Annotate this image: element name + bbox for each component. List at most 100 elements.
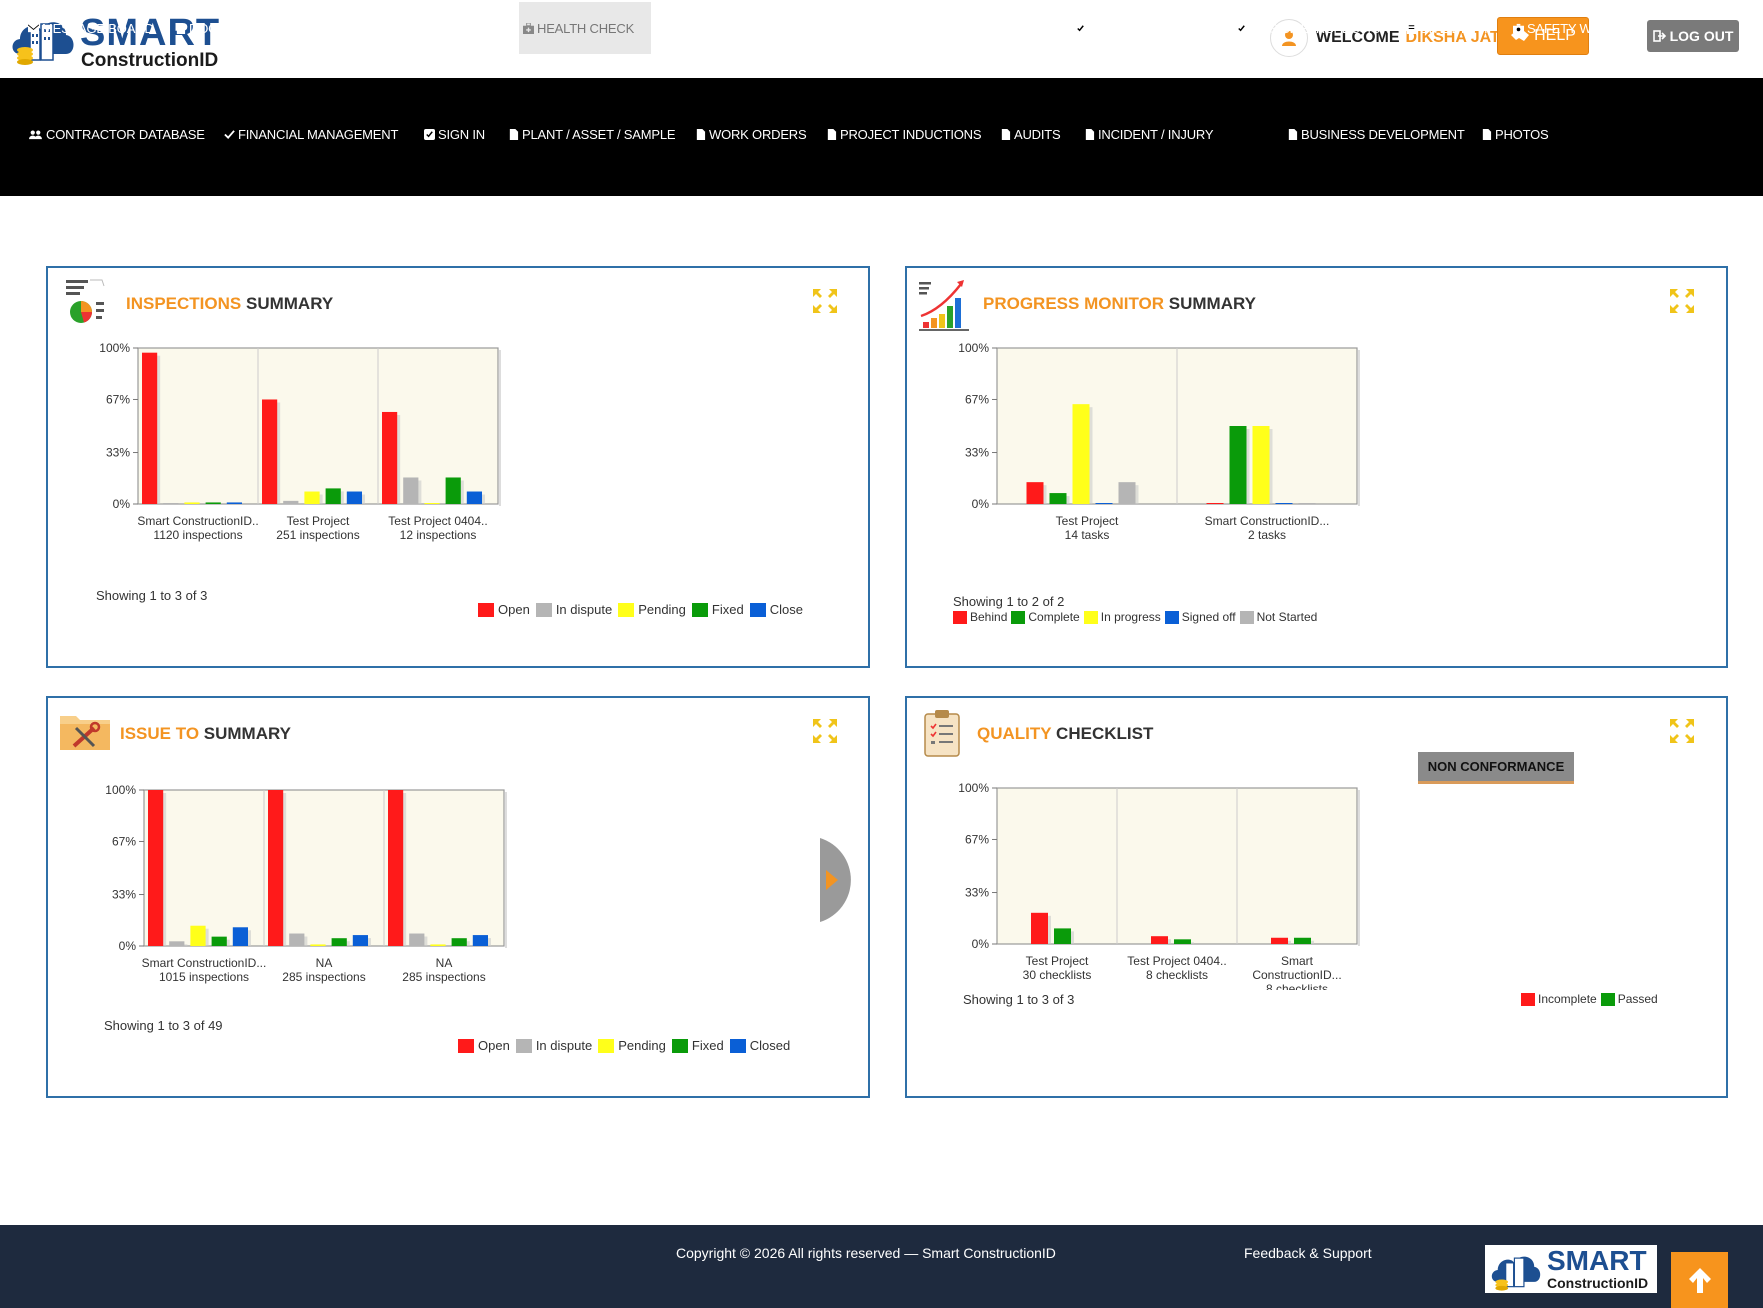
nav-projects[interactable]: PROJECTS	[420, 2, 510, 54]
expand-icon[interactable]	[1669, 718, 1695, 744]
legend-label[interactable]: In progress	[1100, 610, 1161, 624]
legend-label[interactable]: Passed	[1617, 992, 1658, 1006]
legend-swatch	[729, 1038, 746, 1053]
nav-label: BUSINESS DEVELOPMENT	[1301, 126, 1465, 142]
nav-label: PROGRESS MONITORING	[900, 20, 1058, 36]
expand-icon[interactable]	[812, 288, 838, 314]
nav-reports[interactable]: REPORTS	[783, 2, 866, 54]
app-logo[interactable]: SMART ConstructionID	[8, 10, 228, 71]
feedback-link[interactable]: Feedback & Support	[1244, 1245, 1372, 1261]
legend-label[interactable]: Fixed	[691, 1038, 724, 1053]
legend-swatch	[1164, 610, 1179, 624]
bar-in-progress	[1072, 404, 1090, 504]
nav-document-register[interactable]: DOCUMENT REGISTER (ADVANCED)	[171, 2, 416, 54]
footer-logo[interactable]: SMART ConstructionID	[1485, 1245, 1657, 1293]
avatar[interactable]	[1270, 19, 1308, 57]
category-label: Test Project	[1026, 954, 1089, 968]
legend-swatch	[691, 602, 708, 617]
copyright-text: Copyright © 2026 All rights reserved — S…	[676, 1245, 1056, 1261]
category-label: Smart ConstructionID...	[1205, 514, 1330, 528]
panel-title: ISSUE TO SUMMARY	[120, 724, 291, 743]
nav-safety-walks[interactable]: SAFETY WALKS	[1509, 2, 1628, 54]
issue-to-chart: 100% 67% 33% 0% Smart ConstructionID...1015 …	[105, 783, 507, 984]
legend-label[interactable]: Open	[478, 1038, 510, 1053]
flag-icon	[787, 22, 798, 34]
legend-label[interactable]: Incomplete	[1538, 992, 1597, 1006]
nav-ohs-site-inspection[interactable]: OHS SITE INSPECTION	[1232, 2, 1394, 54]
nav-label: INCIDENT / INJURY	[1098, 126, 1214, 142]
bar-complete	[1229, 426, 1247, 504]
y-tick-label: 33%	[965, 446, 989, 460]
progress-monitor-summary-panel: PROGRESS MONITOR SUMMARY 100% 67% 33% 0% Tes…	[905, 266, 1728, 668]
nav-work-orders[interactable]: WORK ORDERS	[691, 108, 810, 160]
logo-text-constructionid: ConstructionID	[1547, 1275, 1649, 1291]
nav-photos[interactable]: PHOTOS	[1477, 108, 1552, 160]
y-tick-label: 33%	[965, 886, 989, 900]
legend-label[interactable]: Pending	[618, 1038, 666, 1053]
envelope-icon	[28, 23, 39, 32]
legend-label[interactable]: Close	[769, 602, 803, 617]
legend-label[interactable]: Complete	[1028, 610, 1080, 624]
expand-icon[interactable]	[1669, 288, 1695, 314]
nav-label: PLANT / ASSET / SAMPLE	[522, 126, 676, 142]
legend-label[interactable]: Fixed	[711, 602, 744, 617]
legend-label[interactable]: Closed	[749, 1038, 791, 1053]
legend-swatch	[598, 1038, 615, 1053]
y-tick-label: 67%	[112, 834, 136, 848]
bar-not-started	[1298, 503, 1316, 504]
nav-project-inductions[interactable]: PROJECT INDUCTIONS	[822, 108, 985, 160]
bar-close	[226, 502, 242, 504]
category-label: 2 tasks	[1248, 528, 1286, 542]
legend-label[interactable]: Open	[498, 602, 530, 617]
nav-message-board[interactable]: MESSAGE BOARD	[24, 2, 158, 54]
y-tick-label: 33%	[112, 888, 136, 902]
logo-text-constructionid: ConstructionID	[81, 50, 219, 71]
check-square-icon	[424, 128, 435, 140]
nav-label: SIGN IN	[438, 126, 485, 142]
nav-plant-asset-sample[interactable]: PLANT / ASSET / SAMPLE	[504, 108, 679, 160]
category-label: 285 inspections	[402, 970, 485, 984]
inspections-summary-panel: INSPECTIONS SUMMARY 100% 67% 33% 0% Smart Co…	[46, 266, 870, 668]
main-navigation: MESSAGE BOARD DOCUMENT REGISTER (ADVANCE…	[0, 2, 1763, 196]
y-tick-label: 33%	[106, 446, 130, 460]
legend-label[interactable]: In dispute	[555, 602, 613, 617]
legend-swatch	[749, 602, 766, 617]
category-label: 8 checklists	[1266, 982, 1328, 990]
nav-sign-in[interactable]: SIGN IN	[420, 108, 489, 160]
y-tick-label: 100%	[958, 341, 989, 355]
expand-icon[interactable]	[812, 718, 838, 744]
next-page-arrow-icon[interactable]	[818, 836, 856, 924]
camera-icon	[1513, 23, 1524, 33]
welcome-area: WELCOME DIKSHA JAT	[1270, 18, 1500, 58]
legend-swatch	[1521, 992, 1535, 1006]
nav-incident-injury[interactable]: INCIDENT / INJURY	[1080, 108, 1217, 160]
nav-quality-checklist[interactable]: QUALITY CHECKLIST	[1071, 2, 1222, 54]
legend-label[interactable]: In dispute	[535, 1038, 593, 1053]
nav-label: PROJECTS	[438, 20, 506, 36]
nav-progress-monitoring[interactable]: PROGRESS MONITORING	[882, 2, 1062, 54]
help-button[interactable]: HELP	[1497, 17, 1589, 55]
bar-pending	[190, 925, 206, 946]
bar-complete	[1049, 493, 1067, 504]
nav-site-diary[interactable]: SITE DIARY	[1402, 2, 1494, 54]
legend-swatch	[535, 602, 552, 617]
nav-audits[interactable]: AUDITS	[996, 108, 1064, 160]
nav-inspections[interactable]: INSPECTIONS	[661, 2, 769, 54]
legend-label[interactable]: Behind	[970, 610, 1008, 624]
bar-fixed	[445, 477, 461, 504]
nav-business-development[interactable]: BUSINESS DEVELOPMENT	[1283, 108, 1469, 160]
bar-not-started	[1118, 482, 1136, 504]
legend-label[interactable]: Pending	[638, 602, 686, 617]
welcome-label: WELCOME	[1316, 29, 1400, 46]
scroll-to-top-button[interactable]	[1671, 1252, 1728, 1308]
check-icon	[224, 129, 235, 139]
plot-area	[996, 787, 1358, 945]
nav-financial-management[interactable]: FINANCIAL MANAGEMENT	[220, 108, 402, 160]
nav-health-check[interactable]: HEALTH CHECK	[519, 2, 651, 54]
non-conformance-button[interactable]: NON CONFORMANCE	[1418, 752, 1574, 784]
legend-label[interactable]: Signed off	[1181, 610, 1236, 624]
category-label: 12 inspections	[400, 528, 477, 542]
legend-label[interactable]: Not Started	[1256, 610, 1318, 624]
logout-button[interactable]: LOG OUT	[1647, 20, 1739, 52]
nav-contractor-database[interactable]: CONTRACTOR DATABASE	[24, 108, 209, 160]
